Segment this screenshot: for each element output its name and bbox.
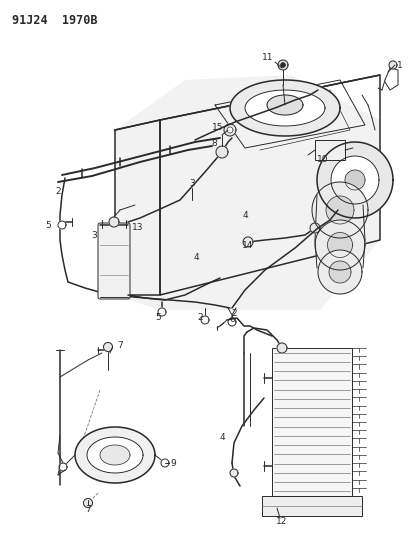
Polygon shape	[230, 469, 237, 477]
Text: 1: 1	[396, 61, 402, 69]
Polygon shape	[276, 343, 286, 353]
Text: 4: 4	[193, 254, 198, 262]
Text: 2: 2	[197, 313, 202, 322]
Text: 4: 4	[218, 433, 224, 442]
Polygon shape	[244, 90, 324, 126]
Polygon shape	[230, 80, 339, 136]
Text: 14: 14	[242, 240, 253, 249]
Text: 5: 5	[45, 221, 51, 230]
Polygon shape	[388, 61, 396, 69]
Polygon shape	[317, 250, 361, 294]
Polygon shape	[228, 318, 235, 326]
Polygon shape	[314, 220, 364, 270]
Polygon shape	[158, 308, 166, 316]
Polygon shape	[327, 232, 351, 257]
Text: 7: 7	[117, 341, 123, 350]
Text: 13: 13	[132, 223, 143, 232]
Text: 91J24  1970B: 91J24 1970B	[12, 14, 97, 27]
Polygon shape	[59, 463, 67, 471]
Text: 6: 6	[228, 316, 234, 325]
Polygon shape	[266, 95, 302, 115]
FancyBboxPatch shape	[98, 223, 130, 299]
Polygon shape	[311, 182, 367, 238]
Text: 3: 3	[189, 179, 195, 188]
Polygon shape	[216, 146, 228, 158]
Polygon shape	[316, 142, 392, 218]
Polygon shape	[201, 316, 209, 324]
Text: 4: 4	[242, 211, 247, 220]
Text: 2: 2	[230, 309, 236, 318]
Polygon shape	[161, 459, 169, 467]
Polygon shape	[100, 445, 130, 465]
FancyBboxPatch shape	[314, 140, 344, 160]
Bar	[271, 348, 351, 496]
Text: 15: 15	[212, 124, 223, 133]
Polygon shape	[330, 156, 378, 204]
Text: 2: 2	[55, 188, 61, 197]
Text: 9: 9	[170, 458, 176, 467]
Text: 3: 3	[91, 231, 97, 240]
Text: 10: 10	[316, 156, 328, 165]
Polygon shape	[328, 261, 350, 283]
Polygon shape	[75, 427, 154, 483]
Text: 5: 5	[155, 313, 161, 322]
Polygon shape	[58, 221, 66, 229]
Polygon shape	[309, 223, 319, 233]
Polygon shape	[344, 170, 364, 190]
Polygon shape	[325, 196, 353, 224]
Polygon shape	[115, 75, 379, 310]
Polygon shape	[83, 498, 92, 507]
Text: 12: 12	[275, 516, 287, 526]
Bar	[261, 496, 361, 516]
Polygon shape	[109, 217, 119, 227]
Polygon shape	[226, 127, 233, 133]
Polygon shape	[103, 343, 112, 351]
Polygon shape	[87, 437, 142, 473]
Text: 8: 8	[211, 139, 216, 148]
Polygon shape	[223, 124, 235, 136]
Text: 11: 11	[261, 53, 273, 62]
Polygon shape	[280, 63, 284, 67]
Text: 7: 7	[85, 505, 91, 514]
Polygon shape	[242, 237, 252, 247]
Polygon shape	[278, 60, 287, 70]
